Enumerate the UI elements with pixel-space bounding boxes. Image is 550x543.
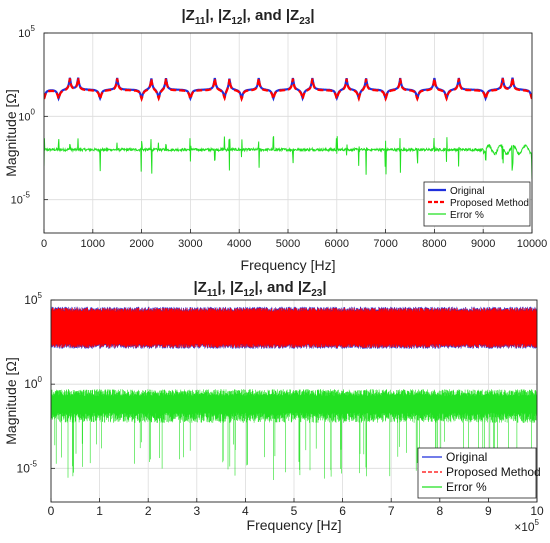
x-tick-label: 0 bbox=[48, 504, 55, 518]
x-tick-label: 9 bbox=[485, 504, 492, 518]
x-tick-label: 4 bbox=[242, 504, 249, 518]
series-group bbox=[51, 306, 537, 480]
x-tick-label: 2 bbox=[145, 504, 152, 518]
x-tick-label: 10000 bbox=[517, 238, 548, 250]
legend-label: Original bbox=[446, 450, 487, 464]
x-tick-label: 6 bbox=[339, 504, 346, 518]
y-tick-label: 10-5 bbox=[11, 191, 31, 207]
y-axis-label: Magnitude [Ω] bbox=[3, 89, 19, 177]
chart-panel-1: 0 1000 2000 3000 4000 5000 6000 7000 8000 9000 100… bbox=[3, 7, 547, 273]
legend-box bbox=[417, 447, 537, 499]
x-tick-label: 2000 bbox=[129, 238, 153, 250]
x-tick-label: 1000 bbox=[81, 238, 105, 250]
x-tick-label: 4000 bbox=[227, 238, 251, 250]
legend-label: Proposed Method bbox=[446, 465, 541, 479]
chart-title: |Z11|, |Z12|, and |Z23| bbox=[181, 7, 314, 27]
chart-title: |Z11|, |Z12|, and |Z23| bbox=[193, 279, 326, 299]
x-tick-label: 5000 bbox=[276, 238, 300, 250]
x-axis-label: Frequency [Hz] bbox=[241, 257, 336, 273]
series-proposed-band bbox=[51, 307, 537, 348]
y-axis-label: Magnitude [Ω] bbox=[3, 357, 19, 445]
x-tick-label: 3 bbox=[193, 504, 200, 518]
x-tick-label: 10 bbox=[530, 504, 544, 518]
x-tick-label: 8000 bbox=[422, 238, 446, 250]
legend-label: Original bbox=[450, 186, 484, 197]
x-tick-label: 0 bbox=[41, 238, 47, 250]
x-tick-label: 9000 bbox=[471, 238, 495, 250]
y-tick-label: 10-5 bbox=[17, 459, 38, 475]
x-tick-label: 5 bbox=[291, 504, 298, 518]
legend-box bbox=[423, 181, 531, 227]
legend-label: Proposed Method bbox=[450, 198, 529, 209]
y-tick-label: 105 bbox=[24, 291, 42, 307]
y-tick-label: 105 bbox=[18, 24, 35, 40]
legend-label: Error % bbox=[446, 480, 487, 494]
x-tick-label: 7 bbox=[388, 504, 395, 518]
y-tick-label: 100 bbox=[18, 107, 35, 123]
series-proposed-line bbox=[44, 78, 532, 103]
x-tick-label: 8 bbox=[436, 504, 443, 518]
x-axis-label: Frequency [Hz] bbox=[247, 517, 342, 533]
series-error-band bbox=[51, 389, 537, 480]
series-error-line bbox=[44, 136, 532, 180]
x-tick-label: 3000 bbox=[178, 238, 202, 250]
series-group bbox=[44, 77, 532, 180]
x-tick-label: 6000 bbox=[325, 238, 349, 250]
chart-panel-2: 0 1 2 3 4 5 6 7 8 9 10 105 100 10-5 ×105 |Z11|, |Z12|, … bbox=[3, 279, 544, 534]
x-tick-label: 7000 bbox=[373, 238, 397, 250]
y-tick-label: 100 bbox=[24, 375, 42, 391]
x-axis-multiplier: ×105 bbox=[514, 518, 539, 534]
legend-label: Error % bbox=[450, 210, 484, 221]
x-tick-label: 1 bbox=[96, 504, 103, 518]
